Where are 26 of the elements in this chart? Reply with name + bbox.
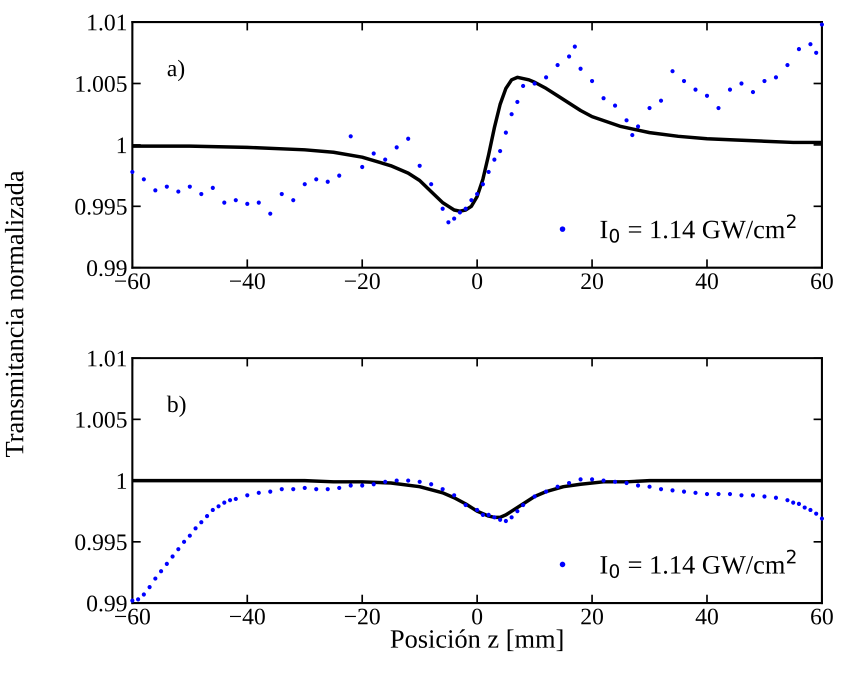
x-tick-label: −20 — [344, 273, 380, 290]
x-tick-label: 0 — [472, 273, 482, 290]
y-tick-label: 0.995 — [75, 198, 127, 215]
y-axis-title: Transmitancia normalizada — [4, 170, 24, 457]
y-tick-label: 1.005 — [76, 412, 127, 428]
x-tick-label: 20 — [581, 273, 603, 290]
legend-label: I$_{0}$ = 1.14 GW/cm$^{2}$ — [600, 550, 796, 578]
y-tick-label: 1.01 — [88, 14, 126, 31]
x-tick-label: 40 — [696, 608, 718, 625]
y-tick-label: 1.01 — [88, 350, 126, 367]
y-tick-label: 1 — [118, 473, 126, 489]
y-tick-label: 1.005 — [76, 76, 127, 92]
y-tick-label: 0.995 — [75, 534, 127, 550]
x-tick-label: 60 — [811, 273, 833, 290]
x-tick-label: 40 — [696, 273, 718, 290]
x-tick-label: −40 — [230, 273, 265, 290]
annotation: b) — [166, 396, 186, 418]
x-tick-label: 20 — [581, 608, 603, 625]
x-tick-label: 0 — [472, 608, 482, 625]
x-tick-label: −40 — [230, 608, 265, 625]
y-tick-label: 1 — [118, 138, 126, 154]
x-axis-title: Posición z [mm] — [390, 629, 562, 652]
annotation: a) — [168, 60, 184, 82]
x-tick-label: −20 — [344, 608, 380, 625]
x-tick-label: 60 — [811, 608, 833, 625]
legend-label: I$_{0}$ = 1.14 GW/cm$^{2}$ — [600, 214, 796, 243]
